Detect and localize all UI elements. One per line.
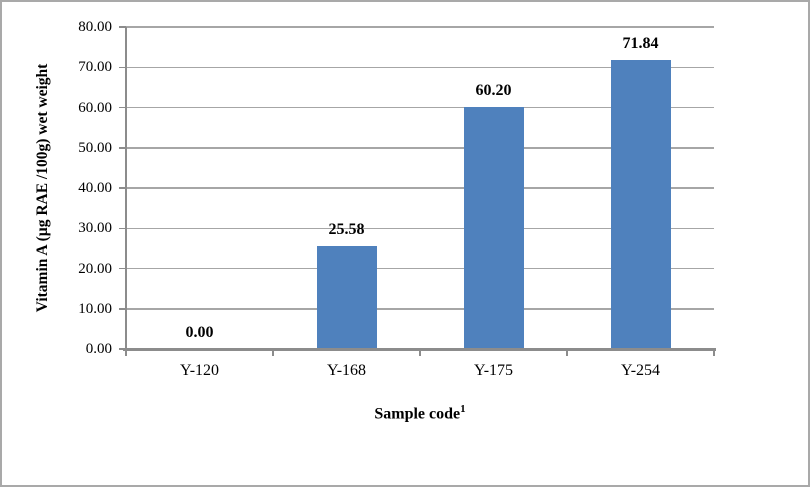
y-tick-mark <box>119 66 126 68</box>
y-tick-mark <box>119 106 126 109</box>
y-tick-label: 50.00 <box>78 139 112 156</box>
y-tick-label: 30.00 <box>78 220 112 237</box>
y-tick-mark <box>119 147 126 149</box>
gridline <box>126 227 714 229</box>
gridline <box>126 308 714 310</box>
bar-value-label: 71.84 <box>622 34 659 52</box>
x-tick-mark <box>419 351 421 356</box>
y-axis-title: Vitamin A (µg RAE /100g) wet weight <box>34 63 51 313</box>
y-axis-line <box>125 27 127 349</box>
bar-value-label: 0.00 <box>185 324 214 341</box>
y-tick-label: 20.00 <box>78 260 112 277</box>
gridline <box>126 66 714 68</box>
gridline <box>126 106 714 109</box>
x-category-label: Y-120 <box>179 362 220 379</box>
x-tick-mark <box>566 351 568 356</box>
plot-area: 0.00 25.58 60.20 71.84 <box>126 26 714 349</box>
y-tick-label: 60.00 <box>78 99 112 116</box>
gridline <box>126 147 714 149</box>
x-axis-title-text: Sample code <box>374 405 461 423</box>
y-tick-label: 80.00 <box>78 19 112 35</box>
bar <box>610 59 671 349</box>
x-tick-mark <box>125 351 127 356</box>
x-tick-mark <box>272 351 274 356</box>
y-tick-mark <box>119 227 126 229</box>
bar-value-label: 60.20 <box>475 81 512 99</box>
x-tick-mark <box>713 351 715 356</box>
bar <box>316 246 377 349</box>
x-axis-title-superscript: 1 <box>460 403 466 415</box>
y-tick-mark <box>119 308 126 310</box>
y-tick-label: 70.00 <box>78 59 112 76</box>
x-axis-line <box>123 348 716 351</box>
y-tick-mark <box>119 348 126 350</box>
gridline <box>126 187 714 189</box>
y-tick-mark <box>119 26 126 28</box>
y-tick-mark <box>119 187 126 189</box>
y-tick-label: 0.00 <box>85 341 112 357</box>
x-axis-title: Sample code1 <box>126 403 714 423</box>
bar <box>463 106 524 349</box>
bar-value-label: 25.58 <box>328 221 365 239</box>
x-category-label: Y-168 <box>326 362 367 379</box>
gridline <box>126 26 714 28</box>
x-category-label: Y-175 <box>473 362 514 379</box>
gridline <box>126 267 714 270</box>
y-tick-label: 40.00 <box>78 180 112 196</box>
y-tick-label: 10.00 <box>78 300 112 317</box>
y-tick-mark <box>119 267 126 270</box>
x-category-label: Y-254 <box>620 362 661 379</box>
